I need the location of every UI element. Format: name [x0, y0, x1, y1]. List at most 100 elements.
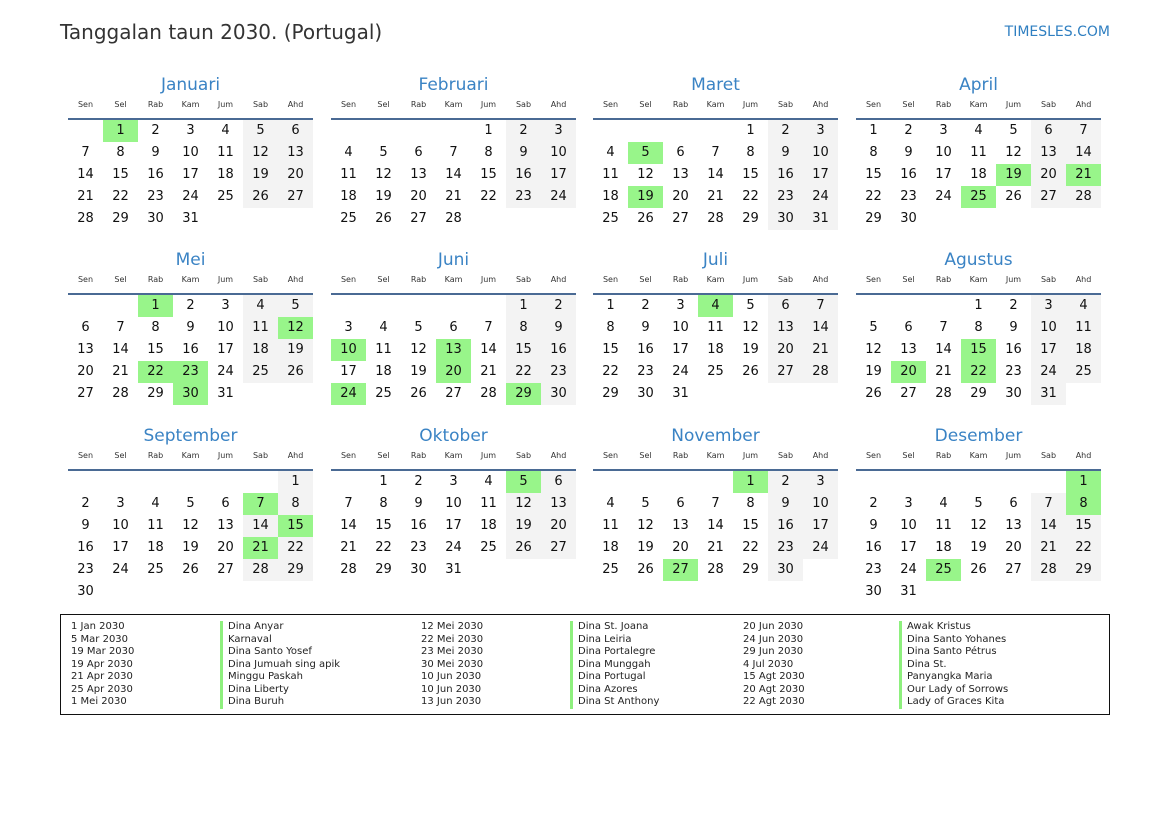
day-cell: 10: [672, 320, 689, 335]
day-cell: 17: [445, 518, 462, 533]
weekend-day-cell: 4: [243, 295, 278, 317]
day-cell: 28: [112, 386, 129, 401]
empty-cell: [436, 295, 471, 317]
weekday-label: Sen: [602, 451, 619, 460]
holiday-day-cell: 22: [138, 361, 173, 383]
day-cell: 10: [217, 320, 234, 335]
day-cell: 21: [340, 540, 357, 555]
weekend-day-cell: 17: [541, 164, 576, 186]
weekday-label: Kam: [706, 100, 725, 109]
day-cell: 3: [221, 298, 230, 313]
day-cell: 29: [147, 386, 164, 401]
weekday-label: Jum: [480, 451, 497, 460]
day-cell: 14: [340, 518, 357, 533]
brand-link[interactable]: TIMESLES.COM: [1004, 24, 1110, 40]
weekend-day-cell: 21: [803, 339, 838, 361]
day-cell: 2: [904, 123, 913, 138]
day-cell: 4: [379, 320, 388, 335]
day-cell: 25: [217, 189, 234, 204]
weekday-label: Jum: [480, 100, 497, 109]
weekend-day-cell: 10: [1031, 317, 1066, 339]
day-cell: 3: [344, 320, 353, 335]
day-cell: 1: [869, 123, 878, 138]
holiday-names-column: Awak Kristus Dina Santo Yohanes Dina Santo…: [899, 621, 1008, 709]
weekend-day-cell: 17: [1031, 339, 1066, 361]
weekday-label: Jum: [742, 451, 759, 460]
weekday-label: Ahd: [287, 275, 304, 284]
day-cell: 23: [900, 189, 917, 204]
holiday-day-cell: 1: [103, 120, 138, 142]
empty-cell: [856, 471, 891, 493]
empty-cell: [663, 120, 698, 142]
weekend-day-cell: 28: [1066, 186, 1101, 208]
day-cell: 29: [112, 211, 129, 226]
day-cell: 24: [182, 189, 199, 204]
day-cell: 15: [865, 167, 882, 182]
day-cell: 15: [602, 342, 619, 357]
weekend-day-cell: 27: [1031, 186, 1066, 208]
day-cell: 22: [742, 189, 759, 204]
day-cell: 26: [1005, 189, 1022, 204]
day-cell: 6: [221, 496, 230, 511]
weekend-day-cell: 24: [803, 537, 838, 559]
holiday-legend: 1 Jan 2030 5 Mar 2030 19 Mar 2030 19 Apr 20…: [60, 614, 1110, 715]
day-grid: 1 2 3 4 5 6 7 8 9 10 11 12 13 14 15 16 17 18 19 20 21 22 23 24 2…: [593, 120, 838, 230]
holiday-date: 20 Agt 2030: [743, 683, 805, 695]
empty-cell: [68, 471, 103, 493]
holiday-date: 22 Mei 2030: [421, 633, 484, 645]
day-cell: 24: [672, 364, 689, 379]
day-cell: 4: [221, 123, 230, 138]
month-title: November: [671, 426, 760, 446]
holiday-day-cell: 13: [436, 339, 471, 361]
holiday-day-cell: 19: [996, 164, 1031, 186]
weekday-label: Rab: [935, 451, 952, 460]
weekday-label: Sel: [377, 100, 390, 109]
day-cell: 3: [904, 496, 913, 511]
holiday-day-cell: 1: [1066, 471, 1101, 493]
day-cell: 6: [1009, 496, 1018, 511]
holiday-day-cell: 30: [173, 383, 208, 405]
day-cell: 21: [112, 364, 129, 379]
day-cell: 29: [602, 386, 619, 401]
holiday-name: Dina Portalegre: [570, 646, 659, 659]
day-cell: 11: [602, 167, 619, 182]
weekday-label: Kam: [969, 100, 988, 109]
weekend-day-cell: 27: [278, 186, 313, 208]
holiday-day-cell: 4: [698, 295, 733, 317]
weekday-label: Sel: [639, 451, 652, 460]
month-november: November Sen Sel Rab Kam Jum Sab Ahd 1 2 3 4 5 6 7 8 9 10…: [593, 423, 838, 581]
weekday-header: Sen Sel Rab Kam Jum Sab Ahd: [331, 273, 576, 295]
month-title: Juni: [437, 250, 470, 270]
day-cell: 13: [672, 518, 689, 533]
holiday-day-cell: 7: [243, 493, 278, 515]
weekday-label: Jum: [217, 275, 234, 284]
weekday-header: Sen Sel Rab Kam Jum Sab Ahd: [331, 449, 576, 471]
weekend-day-cell: 26: [278, 361, 313, 383]
weekend-day-cell: 18: [243, 339, 278, 361]
day-cell: 11: [707, 320, 724, 335]
day-cell: 4: [484, 474, 493, 489]
holiday-name: Dina St Anthony: [570, 696, 659, 709]
day-cell: 18: [970, 167, 987, 182]
weekend-day-cell: 5: [278, 295, 313, 317]
weekend-day-cell: 2: [506, 120, 541, 142]
weekday-label: Rab: [147, 275, 164, 284]
day-cell: 14: [480, 342, 497, 357]
day-cell: 19: [410, 364, 427, 379]
day-cell: 21: [707, 189, 724, 204]
day-cell: 20: [1005, 540, 1022, 555]
month-title: Januari: [160, 75, 221, 95]
holiday-name: Dina St. Joana: [570, 621, 659, 634]
day-cell: 28: [707, 211, 724, 226]
empty-cell: [628, 120, 663, 142]
day-cell: 5: [869, 320, 878, 335]
empty-cell: [366, 295, 401, 317]
holiday-name: Dina Santo Yosef: [220, 646, 340, 659]
day-cell: 29: [865, 211, 882, 226]
holiday-date: 10 Jun 2030: [421, 683, 482, 695]
weekend-day-cell: 24: [803, 186, 838, 208]
holiday-day-cell: 22: [961, 361, 996, 383]
weekend-day-cell: 22: [278, 537, 313, 559]
day-cell: 26: [865, 386, 882, 401]
day-cell: 6: [676, 145, 685, 160]
